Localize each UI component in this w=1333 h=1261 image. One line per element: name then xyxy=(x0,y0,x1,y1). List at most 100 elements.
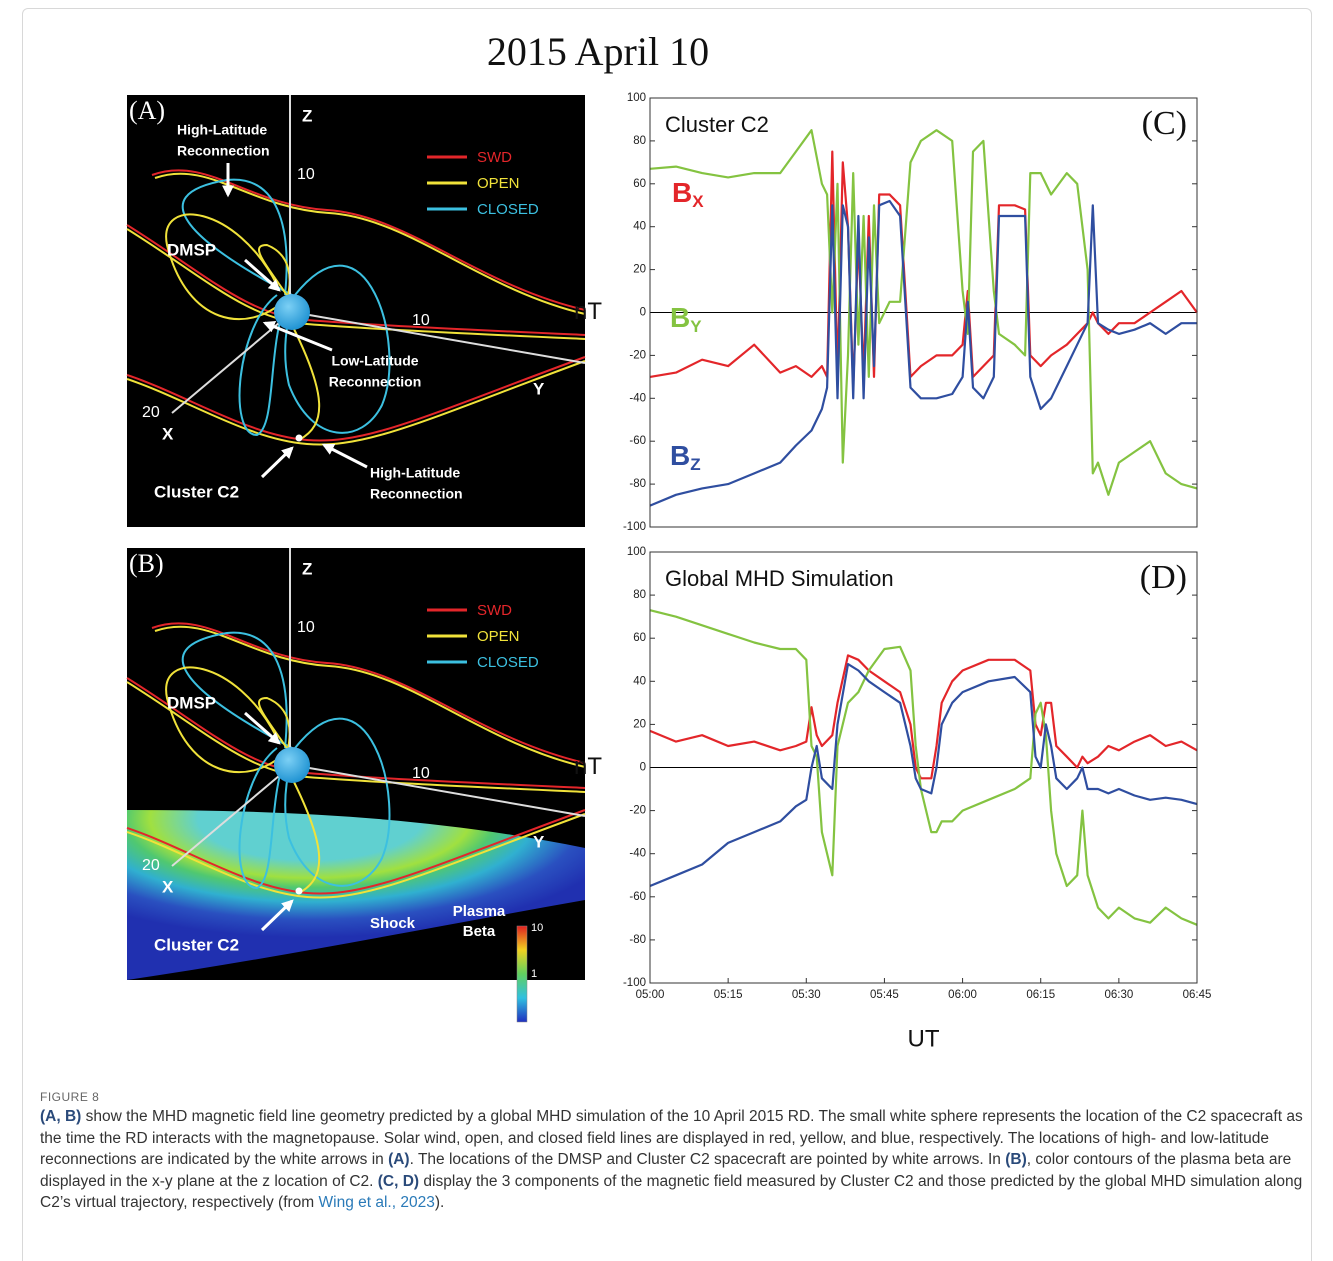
plot-frame xyxy=(649,551,1198,984)
series-label: BZ xyxy=(670,440,701,474)
legend-label: OPEN xyxy=(477,175,520,192)
series-line xyxy=(649,609,1198,926)
field-line xyxy=(165,213,286,321)
axis-label: 10 xyxy=(412,312,430,329)
plasma-beta-label: Plasma xyxy=(453,903,506,920)
axis-label: Z xyxy=(302,559,312,578)
field-line xyxy=(126,813,586,899)
series-label: BY xyxy=(670,302,702,336)
y-tick-label: -100 xyxy=(623,977,646,989)
x-tick-label: 05:15 xyxy=(714,989,743,1001)
field-line xyxy=(284,717,391,887)
y-tick-label: 60 xyxy=(633,632,646,644)
y-tick-label: 60 xyxy=(633,178,646,190)
legend-label: OPEN xyxy=(477,628,520,645)
axis-label: 10 xyxy=(412,765,430,782)
caption-label: FIGURE 8 xyxy=(40,1090,100,1104)
field-line xyxy=(126,809,586,895)
y-tick-label: -40 xyxy=(629,392,646,404)
shock-label: Shock xyxy=(370,915,416,932)
cluster-position xyxy=(295,434,303,442)
plasma-beta-label: Beta xyxy=(463,923,496,940)
field-line xyxy=(126,228,586,340)
arrow xyxy=(244,711,281,745)
axis-label: 10 xyxy=(297,166,315,183)
field-line xyxy=(181,178,293,296)
panel-background xyxy=(127,95,585,527)
caption-text: . The locations of the DMSP and Cluster … xyxy=(409,1151,1006,1168)
x-axis xyxy=(171,764,293,867)
series-label-main: B xyxy=(670,440,690,471)
field-line xyxy=(165,666,286,774)
axis-label: Y xyxy=(533,832,545,851)
y-tick-label: 100 xyxy=(627,546,646,558)
earth xyxy=(274,294,310,330)
y-tick-label: 40 xyxy=(633,221,646,233)
y-tick-label: -40 xyxy=(629,848,646,860)
field-line xyxy=(151,622,586,764)
y-tick-label: 80 xyxy=(633,589,646,601)
arrow xyxy=(260,446,294,479)
field-line xyxy=(238,294,288,437)
caption-text: (A, B) xyxy=(40,1108,82,1125)
cluster-label: Cluster C2 xyxy=(154,935,239,954)
y-tick-label: 80 xyxy=(633,135,646,147)
axis-label: Y xyxy=(533,379,545,398)
field-line xyxy=(291,324,321,441)
y-axis xyxy=(291,311,586,364)
figure: 2015 April 10 (A) Z101020XYSWDOPENCLOSEDD… xyxy=(126,29,1211,1052)
series-label-main: B xyxy=(670,302,690,333)
legend-label: SWD xyxy=(477,149,512,166)
caption-text: , color contours of the plasma beta are … xyxy=(40,1151,1292,1190)
field-line xyxy=(291,777,321,894)
chart-title: Cluster C2 xyxy=(665,112,769,137)
chart-title: Global MHD Simulation xyxy=(665,566,894,591)
dmsp-label: DMSP xyxy=(167,693,216,712)
x-tick-label: 06:15 xyxy=(1026,989,1055,1001)
series-label-sub: X xyxy=(692,192,704,211)
y-tick-label: 20 xyxy=(633,718,646,730)
legend-label: CLOSED xyxy=(477,201,539,218)
series-line xyxy=(649,654,1198,780)
arrow xyxy=(260,899,294,932)
caption-text: (A) xyxy=(388,1151,410,1168)
series-label-sub: Z xyxy=(690,455,700,474)
series-line xyxy=(649,129,1198,496)
y-tick-label: -60 xyxy=(629,435,646,447)
cluster-position xyxy=(295,887,303,895)
y-tick-label: 0 xyxy=(640,762,646,774)
x-tick-label: 06:30 xyxy=(1104,989,1133,1001)
y-tick-label: 100 xyxy=(627,92,646,104)
field-line xyxy=(154,172,586,315)
y-tick-label: 40 xyxy=(633,675,646,687)
figure-frame xyxy=(22,8,1312,1261)
y-axis xyxy=(291,764,586,817)
axis-label: 10 xyxy=(297,619,315,636)
y-tick-label: 0 xyxy=(640,307,646,319)
caption-link[interactable]: Wing et al., 2023 xyxy=(318,1194,435,1211)
field-line xyxy=(181,631,293,749)
annotation: Reconnection xyxy=(370,486,463,502)
field-line xyxy=(126,356,586,442)
y-axis-label: nT xyxy=(574,753,602,780)
legend-label: SWD xyxy=(477,602,512,619)
y-tick-label: -80 xyxy=(629,478,646,490)
panel-label: (C) xyxy=(1142,105,1187,142)
series-line xyxy=(649,199,1197,507)
series-line xyxy=(649,150,1198,389)
y-tick-label: -60 xyxy=(629,891,646,903)
caption-text: show the MHD magnetic field line geometr… xyxy=(40,1108,1303,1168)
annotation: Reconnection xyxy=(177,143,270,159)
colorbar-tick-label: 1 xyxy=(531,968,537,980)
earth xyxy=(274,747,310,783)
x-tick-label: 06:00 xyxy=(948,989,977,1001)
colorbar xyxy=(516,925,528,1023)
x-axis-label: UT xyxy=(908,1025,940,1052)
y-tick-label: -20 xyxy=(629,349,646,361)
series-label: BX xyxy=(672,177,704,211)
diagram-panel: 10 1 0.1 Shock Plasma Beta (B) Z 10 10 20X Y SWD OPEN… xyxy=(126,548,586,1026)
colorbar-tick-label: 10 xyxy=(531,922,543,934)
plot-frame xyxy=(649,97,1198,528)
y-axis-label: nT xyxy=(574,298,602,325)
x-tick-label: 05:00 xyxy=(636,989,665,1001)
